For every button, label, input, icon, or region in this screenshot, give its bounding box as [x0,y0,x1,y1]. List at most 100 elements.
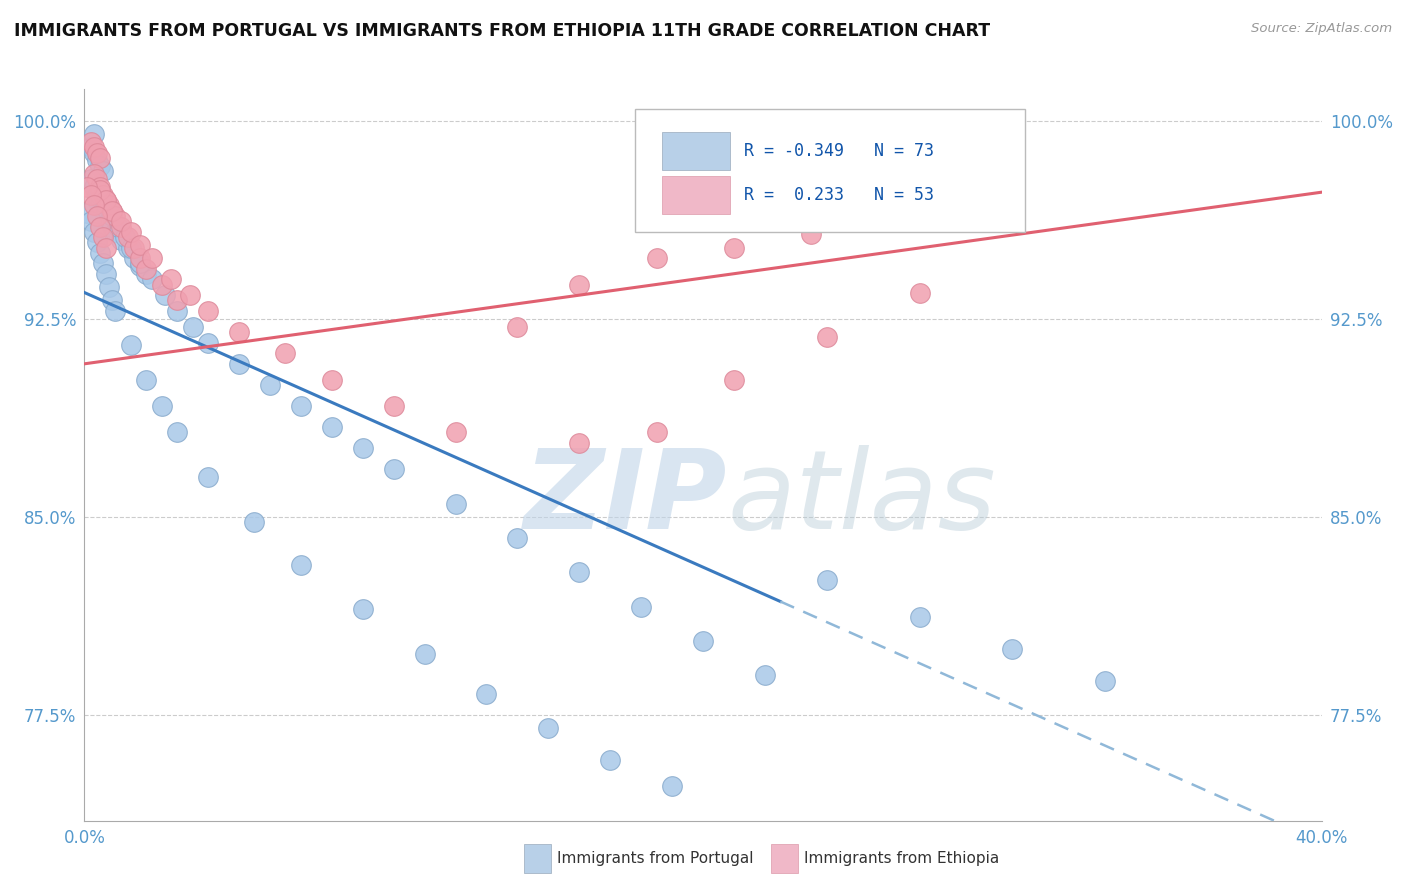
Point [98,214,121,228]
Point [645,251,668,265]
Point [101,209,124,223]
Point [89,159,111,173]
Point [83,180,105,194]
Point [1001,642,1024,657]
Point [599,753,621,767]
Point [506,319,529,334]
Point [568,566,591,580]
Point [79,140,101,154]
Point [94,241,117,255]
Point [321,373,343,387]
Point [110,233,132,247]
Point [630,599,652,614]
Point [382,462,405,476]
Point [506,531,529,545]
Point [413,648,436,662]
Point [908,610,931,624]
Point [91,256,114,270]
Point [79,135,101,149]
Point [243,515,266,529]
Point [444,425,467,440]
Point [83,167,105,181]
Point [568,277,591,292]
Point [117,230,139,244]
Point [181,319,204,334]
Point [321,420,343,434]
Point [86,153,108,168]
Point [101,203,124,218]
Point [537,721,560,735]
Text: atlas: atlas [728,445,997,552]
Point [153,288,176,302]
Point [107,219,129,234]
Point [79,187,101,202]
Point [135,373,157,387]
Point [352,442,374,456]
Point [877,214,900,228]
Point [91,164,114,178]
Point [83,127,105,141]
Point [692,634,714,648]
Point [259,378,281,392]
Point [86,235,108,250]
Point [89,246,111,260]
Point [723,241,745,255]
Point [800,227,823,242]
Point [94,267,117,281]
Point [86,172,108,186]
Point [76,206,98,220]
FancyBboxPatch shape [770,844,799,873]
Point [135,267,157,281]
Point [94,193,117,207]
Point [129,238,152,252]
Point [197,304,219,318]
Point [228,357,250,371]
Point [94,198,117,212]
Point [91,187,114,202]
Point [160,272,183,286]
Point [290,399,312,413]
Point [197,335,219,350]
Point [129,251,152,265]
Point [444,497,467,511]
Point [89,151,111,165]
Point [117,241,139,255]
Point [101,293,124,308]
Point [104,209,127,223]
Point [475,687,498,701]
Text: IMMIGRANTS FROM PORTUGAL VS IMMIGRANTS FROM ETHIOPIA 11TH GRADE CORRELATION CHAR: IMMIGRANTS FROM PORTUGAL VS IMMIGRANTS F… [14,22,990,40]
Point [91,203,114,218]
Point [101,203,124,218]
Point [150,399,173,413]
Point [86,209,108,223]
Point [382,399,405,413]
Point [86,187,108,202]
Point [815,574,838,588]
Point [110,219,132,234]
Point [83,145,105,160]
Point [661,780,683,794]
Point [723,373,745,387]
FancyBboxPatch shape [523,844,551,873]
Point [228,325,250,339]
Point [290,558,312,572]
FancyBboxPatch shape [636,109,1025,232]
Point [179,288,201,302]
Point [568,436,591,450]
Point [114,230,136,244]
Point [120,241,142,255]
Point [98,280,121,294]
Point [352,602,374,616]
Point [135,261,157,276]
Point [141,251,163,265]
Point [101,219,124,234]
Point [89,187,111,202]
Point [166,304,188,318]
Point [86,145,108,160]
Point [120,225,142,239]
Point [79,214,101,228]
Point [815,330,838,344]
Point [141,272,163,286]
Point [645,425,668,440]
Text: Immigrants from Portugal: Immigrants from Portugal [557,851,754,866]
